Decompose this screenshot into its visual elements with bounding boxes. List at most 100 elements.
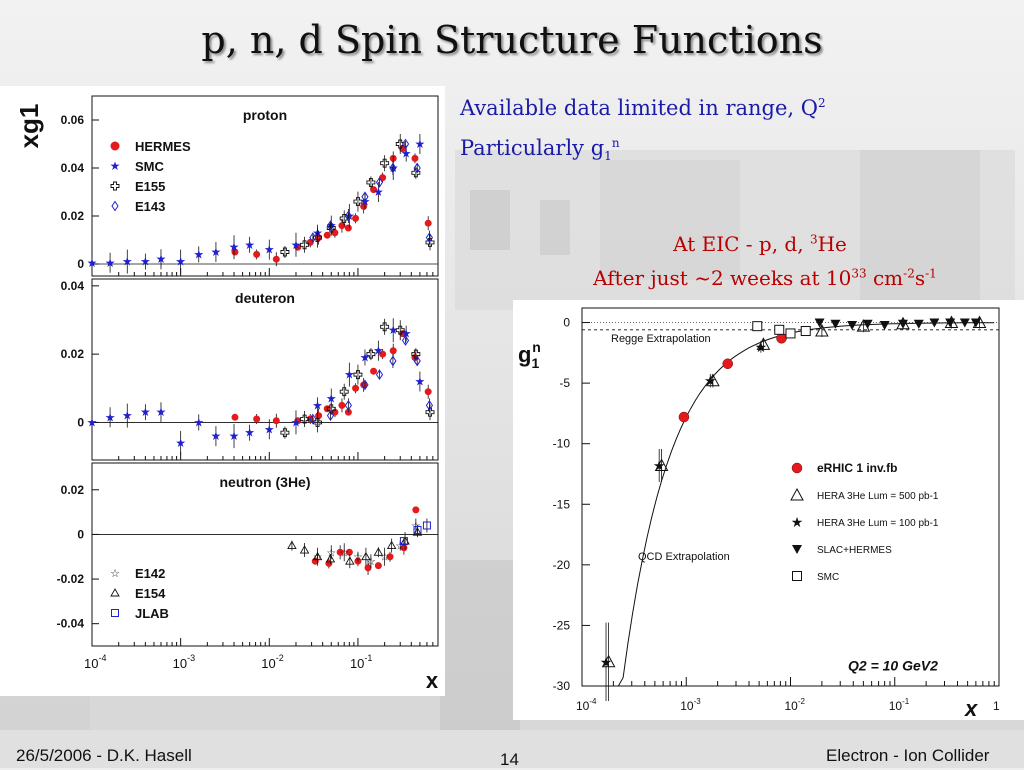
note-line-1-text: Available data limited in range, Q (460, 96, 818, 120)
x-tick-label: 1 (993, 699, 1000, 713)
eic-line-1-sup: 3 (809, 232, 818, 247)
legend-label: HERMES (135, 139, 191, 154)
eic-line-1-text: At EIC - p, d, (673, 232, 810, 256)
data-point-e143 (375, 369, 384, 381)
legend-marker: ★ (110, 159, 121, 173)
data-point-e155 (366, 349, 376, 359)
data-point-e143 (389, 355, 397, 367)
x-tick-exp: -3 (187, 653, 195, 663)
data-point-smc: ★ (373, 185, 384, 199)
data-point-e143 (326, 220, 335, 232)
data-point-e143 (389, 162, 397, 174)
data-point-smc: ★ (264, 243, 275, 257)
data-point-e155 (380, 158, 390, 168)
data-point-smc: ★ (140, 255, 151, 269)
data-point (815, 323, 829, 337)
eic-line-2-mid2: s (914, 266, 926, 290)
y-axis-label-base: g (518, 342, 531, 367)
data-point-smc: ★ (156, 252, 167, 266)
legend-marker (111, 609, 119, 617)
annotation-q2: Q2 = 10 GeV2 (848, 657, 938, 673)
legend-marker (111, 200, 119, 212)
legend-label: HERA 3He Lum = 500 pb-1 (817, 491, 939, 502)
data-point-smc: ★ (193, 247, 204, 261)
data-point-smc: ★ (122, 409, 133, 423)
legend-marker (110, 588, 120, 597)
data-point-e143 (425, 232, 434, 244)
data-point (722, 358, 733, 369)
data-point (913, 319, 924, 329)
y-tick-label: -5 (559, 376, 570, 390)
y-axis-label: xg1 (14, 104, 44, 149)
y-tick-label: -15 (553, 497, 571, 511)
data-point (959, 318, 970, 328)
data-point (785, 328, 796, 339)
data-point-smc: ★ (373, 344, 384, 358)
data-point: ★ (755, 339, 768, 355)
note-line-2-sup: n (611, 136, 620, 150)
data-point-e155 (353, 370, 363, 380)
y-tick-label: -10 (553, 437, 571, 451)
legend-label: SLAC+HERMES (817, 545, 892, 556)
legend-label: E143 (135, 199, 165, 214)
data-point-e143 (401, 138, 410, 150)
y-tick-label: 0.06 (61, 113, 85, 127)
eic-line-1: At EIC - p, d, 3He (560, 232, 960, 256)
data-point-hermes (272, 417, 280, 425)
data-point-hermes (424, 219, 432, 227)
data-point-e143 (361, 191, 369, 203)
legend-marker (790, 487, 804, 501)
data-point-e142: ☆ (380, 552, 390, 564)
legend-marker (110, 181, 120, 191)
x-tick-base: 10 (173, 656, 187, 671)
x-tick-label: 10-4 (84, 653, 106, 671)
data-point (830, 319, 841, 329)
legend-marker: ★ (791, 514, 804, 530)
data-point-e155 (395, 325, 405, 335)
data-point-e143 (326, 410, 335, 422)
data-point-e155 (339, 387, 349, 397)
y-tick-label: 0 (563, 316, 570, 330)
data-point-smc: ★ (312, 398, 323, 412)
y-axis-label-sub: 1 (531, 355, 539, 371)
data-point-smc: ★ (229, 429, 240, 443)
data-point-smc: ★ (388, 323, 399, 337)
data-point (847, 320, 858, 330)
data-point-smc: ★ (291, 238, 302, 252)
data-point-hermes (338, 222, 346, 230)
data-point-hermes (315, 412, 323, 420)
x-tick-label: 10-2 (785, 697, 806, 713)
data-point-hermes (323, 231, 331, 239)
x-tick-base: 10 (889, 699, 903, 713)
data-point (814, 318, 825, 328)
legend-label: eRHIC 1 inv.fb (817, 461, 897, 475)
y-axis-label: g1n (518, 339, 541, 371)
panel-title: neutron (3He) (220, 474, 311, 490)
data-point-e154 (345, 556, 355, 565)
eic-line-1-end: He (817, 232, 847, 256)
x-tick-exp: -1 (364, 653, 372, 663)
data-point-smc: ★ (229, 240, 240, 254)
data-point-smc: ★ (264, 422, 275, 436)
data-point-hermes (370, 367, 378, 375)
data-point-smc: ★ (344, 209, 355, 223)
data-point-smc: ★ (193, 415, 204, 429)
data-point-e154 (386, 540, 397, 550)
qcd-extrapolation-curve (608, 322, 995, 687)
legend-marker (792, 545, 802, 554)
x-tick-label: 10-3 (680, 697, 701, 713)
data-point-e154 (412, 527, 423, 536)
data-point (774, 324, 785, 335)
data-point-hermes (411, 154, 419, 162)
data-point-e155 (280, 247, 290, 257)
data-point-e142: ☆ (339, 547, 349, 559)
data-point-smc: ★ (291, 415, 302, 429)
eic-line-2: After just ~2 weeks at 1033 cm-2s-1 (540, 266, 990, 290)
panel-title: deuteron (235, 290, 295, 306)
data-point-e154 (361, 551, 371, 561)
eic-line-2-sup1: 33 (851, 266, 867, 281)
x-tick-label: 10-3 (173, 653, 195, 671)
legend-label: SMC (817, 572, 839, 583)
legend-marker (792, 571, 802, 581)
data-point-hermes (253, 250, 261, 258)
